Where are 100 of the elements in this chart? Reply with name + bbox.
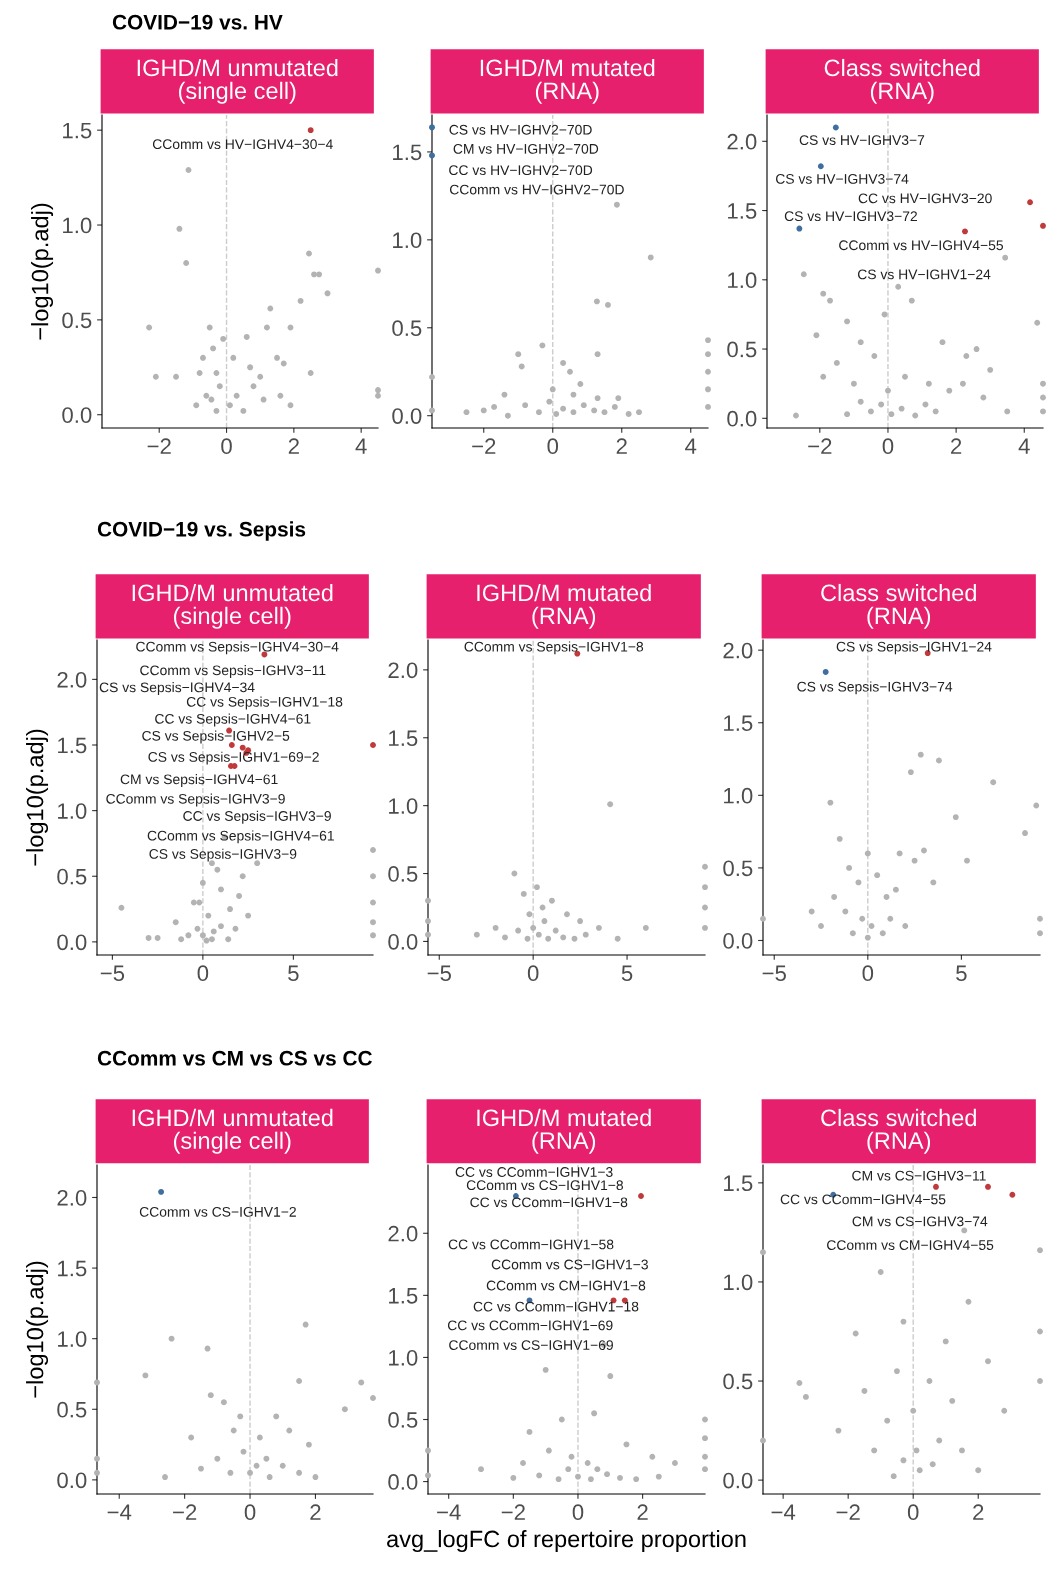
point <box>1037 915 1043 922</box>
point <box>560 934 567 941</box>
point <box>932 408 939 415</box>
point <box>207 1392 214 1399</box>
point <box>975 1467 982 1474</box>
point <box>857 398 864 405</box>
y-tick-label: 1.0 <box>389 798 418 814</box>
point <box>990 779 997 786</box>
point <box>912 412 919 419</box>
point <box>565 1466 572 1473</box>
point <box>370 873 376 880</box>
y-tick-label: 0.0 <box>388 1474 418 1490</box>
point <box>266 1474 273 1480</box>
x-tick-label: 2 <box>637 1504 648 1520</box>
point <box>199 932 206 939</box>
point <box>1001 1407 1008 1414</box>
point <box>203 937 210 944</box>
x-tick-label: 0 <box>862 965 874 982</box>
point <box>287 402 294 409</box>
y-tick-label: 0.0 <box>388 933 418 950</box>
point <box>607 801 614 808</box>
point <box>227 906 233 913</box>
point <box>864 850 871 857</box>
x-tick-label: −2 <box>173 1504 197 1520</box>
annotation: CC vs CComm−IGHV1−18 <box>473 1301 639 1312</box>
point <box>980 394 987 401</box>
point <box>370 899 376 906</box>
point <box>511 870 518 877</box>
point <box>425 897 431 904</box>
point <box>145 934 152 941</box>
chart-subtitle: CComm vs CM vs CS vs CC <box>97 1050 372 1066</box>
point <box>220 1399 227 1406</box>
point <box>277 392 284 399</box>
point <box>530 924 537 931</box>
point <box>535 931 542 938</box>
point <box>203 392 210 399</box>
point <box>760 1437 766 1444</box>
point <box>916 1467 923 1474</box>
point <box>188 1434 195 1441</box>
point <box>638 1193 644 1199</box>
point <box>545 935 552 942</box>
point <box>541 918 548 924</box>
point <box>1037 1328 1043 1335</box>
point <box>526 911 533 918</box>
y-tick-label: 0.5 <box>62 312 92 329</box>
y-tick-label: 0.0 <box>57 934 87 951</box>
point <box>216 383 223 390</box>
point <box>942 1338 949 1345</box>
y-axis-title: −log10(p.adj) <box>31 203 54 340</box>
point <box>895 283 902 290</box>
y-tick-label: 1.5 <box>389 730 418 747</box>
point <box>555 1476 562 1483</box>
point <box>601 409 608 416</box>
point <box>832 124 839 131</box>
annotation: CC vs Sepsis−IGHV1−18 <box>186 696 343 710</box>
x-tick-label: −2 <box>147 438 171 454</box>
point <box>560 405 567 412</box>
y-tick-label: 2.0 <box>727 133 757 150</box>
x-tick-label: 4 <box>355 438 367 454</box>
x-tick-label: −2 <box>808 438 832 454</box>
annotation: CComm vs CM−IGHV1−8 <box>486 1280 646 1291</box>
point <box>884 1417 891 1424</box>
y-tick-label: 1.5 <box>724 1175 753 1192</box>
point <box>297 297 304 304</box>
x-tick-label: 5 <box>956 965 967 982</box>
point <box>196 899 203 906</box>
point <box>850 380 857 387</box>
x-tick-label: −5 <box>100 965 125 982</box>
point <box>820 290 827 297</box>
point <box>263 324 270 331</box>
annotation: CC vs CComm−IGHV4−55 <box>780 1194 946 1205</box>
annotation: CS vs HV−IGHV3−72 <box>784 211 917 222</box>
point <box>613 201 620 208</box>
point <box>855 879 862 886</box>
y-tick-label: 2.0 <box>723 642 753 659</box>
point <box>910 1407 917 1414</box>
y-tick-label: 1.5 <box>393 144 422 161</box>
point <box>859 915 866 922</box>
point <box>515 351 522 358</box>
y-tick-label: 0.5 <box>392 320 422 337</box>
point <box>593 298 600 305</box>
point <box>922 401 929 408</box>
point <box>1009 1191 1016 1198</box>
point <box>247 364 254 371</box>
point <box>302 1321 309 1328</box>
annotation: CC vs CComm−IGHV1−58 <box>448 1239 614 1250</box>
point <box>961 1227 968 1234</box>
point <box>230 354 237 361</box>
point <box>577 918 584 924</box>
point <box>1033 802 1040 809</box>
y-tick-label: 0.5 <box>388 1412 418 1428</box>
point <box>200 354 206 361</box>
y-tick-label: 2.0 <box>57 1190 87 1206</box>
point <box>926 1378 933 1384</box>
point <box>605 301 611 308</box>
point <box>208 936 215 943</box>
point <box>1004 408 1011 415</box>
annotation: CS vs HV−IGHV2−70D <box>449 124 592 135</box>
point <box>913 1447 920 1454</box>
point <box>705 351 711 358</box>
